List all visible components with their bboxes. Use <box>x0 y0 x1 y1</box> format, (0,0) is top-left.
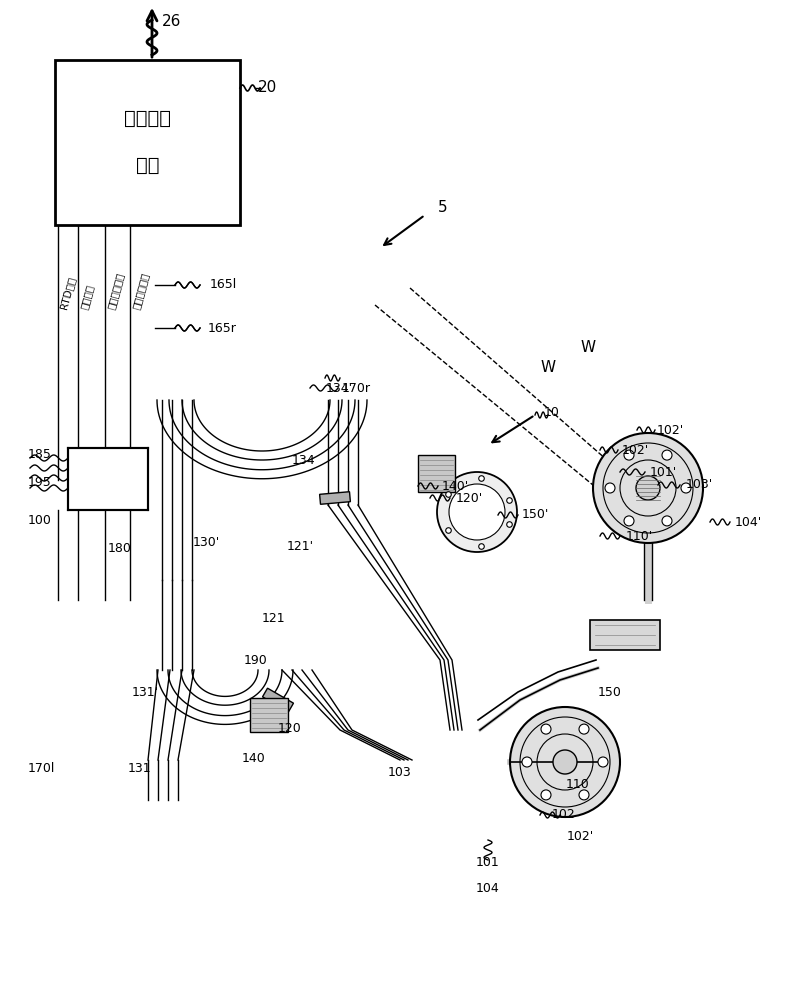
Text: 102': 102' <box>622 444 649 456</box>
Text: 195: 195 <box>28 477 52 489</box>
Text: 26: 26 <box>162 14 181 29</box>
Text: 120: 120 <box>278 722 302 734</box>
Text: 134: 134 <box>292 454 316 466</box>
Text: 101: 101 <box>476 856 500 868</box>
Text: 165l: 165l <box>210 278 237 292</box>
Text: 121: 121 <box>262 611 286 624</box>
Text: 131': 131' <box>132 686 159 698</box>
Text: 140: 140 <box>242 752 266 764</box>
Text: 5: 5 <box>438 200 448 216</box>
Circle shape <box>522 757 532 767</box>
Text: 驱动信号: 驱动信号 <box>79 283 95 310</box>
Text: 130': 130' <box>193 536 220 548</box>
Text: 165r: 165r <box>208 322 237 334</box>
Circle shape <box>579 790 589 800</box>
Text: 140': 140' <box>442 480 469 492</box>
Text: 150': 150' <box>522 508 549 522</box>
Text: 103: 103 <box>388 766 412 778</box>
Text: 仪表电子: 仪表电子 <box>124 108 171 127</box>
Polygon shape <box>55 60 240 225</box>
Circle shape <box>662 516 672 526</box>
Text: 103': 103' <box>686 479 713 491</box>
Circle shape <box>437 472 517 552</box>
Text: 170r: 170r <box>342 381 371 394</box>
Circle shape <box>449 484 505 540</box>
Text: 120': 120' <box>456 491 484 504</box>
Circle shape <box>541 724 551 734</box>
Circle shape <box>510 707 620 817</box>
Polygon shape <box>68 448 148 510</box>
Text: 170l: 170l <box>28 762 56 774</box>
Polygon shape <box>590 620 660 650</box>
Circle shape <box>553 750 577 774</box>
Text: 104: 104 <box>476 882 500 894</box>
Circle shape <box>662 450 672 460</box>
Circle shape <box>605 483 615 493</box>
Text: 20: 20 <box>258 81 277 96</box>
Text: 器件: 器件 <box>136 155 160 174</box>
Text: 190: 190 <box>244 654 268 666</box>
Text: W: W <box>580 340 596 356</box>
Text: 100: 100 <box>28 514 52 526</box>
Circle shape <box>598 757 608 767</box>
Circle shape <box>681 483 691 493</box>
Polygon shape <box>418 455 455 492</box>
Text: 10: 10 <box>544 406 560 418</box>
Circle shape <box>579 724 589 734</box>
Text: 102': 102' <box>657 424 684 436</box>
Circle shape <box>624 450 634 460</box>
Text: 134': 134' <box>326 381 353 394</box>
Circle shape <box>541 790 551 800</box>
Text: 185: 185 <box>28 448 52 462</box>
Text: 101': 101' <box>650 466 677 479</box>
Text: 102: 102 <box>552 808 576 822</box>
Text: 110': 110' <box>626 530 653 542</box>
Text: 131: 131 <box>128 762 152 774</box>
Polygon shape <box>320 492 350 504</box>
Text: 104': 104' <box>735 516 762 528</box>
Circle shape <box>593 433 703 543</box>
Polygon shape <box>263 688 294 712</box>
Text: 左传感器信号: 左传感器信号 <box>106 271 125 310</box>
Text: 102': 102' <box>567 830 594 842</box>
Circle shape <box>636 476 660 500</box>
Text: 180: 180 <box>108 542 132 554</box>
Circle shape <box>624 516 634 526</box>
Text: RTD信号: RTD信号 <box>59 275 77 310</box>
Text: 150: 150 <box>598 686 622 698</box>
Text: 110: 110 <box>566 778 590 792</box>
Polygon shape <box>250 698 288 732</box>
Text: 121': 121' <box>287 540 314 552</box>
Text: 右传感器信号: 右传感器信号 <box>131 271 150 310</box>
Text: W: W <box>541 360 556 375</box>
